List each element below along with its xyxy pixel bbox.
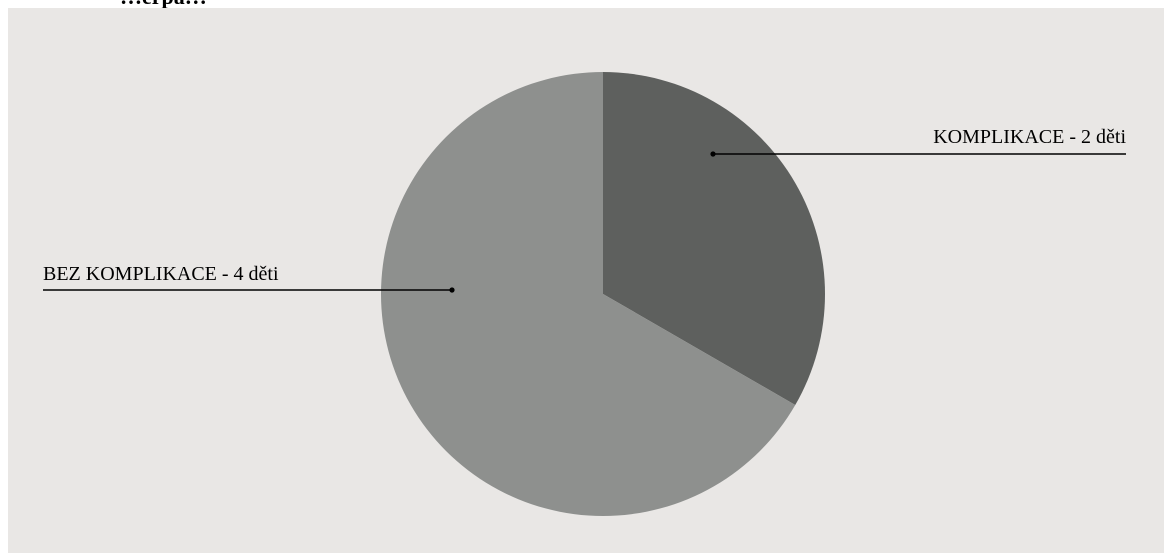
slice-labels: KOMPLIKACE - 2 děti BEZ KOMPLIKACE - 4 dě…	[43, 126, 1126, 285]
slice-label-0: KOMPLIKACE - 2 děti	[933, 126, 1126, 148]
slice-label-1: BEZ KOMPLIKACE - 4 děti	[43, 263, 279, 285]
pie-slice-0	[603, 72, 825, 405]
pie-chart: KOMPLIKACE - 2 děti BEZ KOMPLIKACE - 4 dě…	[8, 8, 1164, 553]
cropped-heading: …ěrpa…	[120, 0, 207, 8]
leader-dot-1	[449, 287, 455, 293]
pie-slices	[381, 72, 825, 516]
leader-lines	[43, 151, 1126, 293]
pie-slice-1	[381, 72, 796, 516]
leader-dot-0	[710, 151, 716, 157]
pie-chart-area: KOMPLIKACE - 2 děti BEZ KOMPLIKACE - 4 dě…	[8, 8, 1164, 553]
